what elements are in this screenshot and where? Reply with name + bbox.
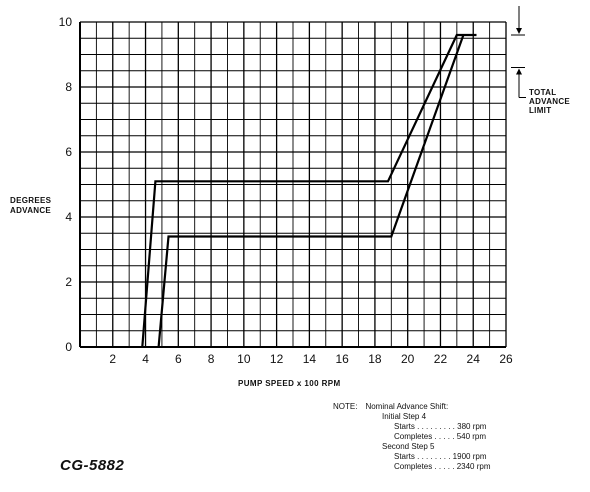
- x-tick-label: 16: [335, 352, 349, 366]
- note-step2-completes: Completes . . . . . 2340 rpm: [394, 462, 491, 471]
- limit-label-line-1: TOTAL: [529, 88, 557, 97]
- total-advance-limit-label: TOTAL ADVANCE LIMIT: [529, 88, 570, 115]
- x-tick-label: 24: [467, 352, 481, 366]
- x-tick-label: 2: [109, 352, 116, 366]
- y-tick-label: 10: [59, 15, 73, 29]
- x-tick-label: 18: [368, 352, 382, 366]
- series-line-2: [157, 34, 465, 348]
- y-axis-label: DEGREES ADVANCE: [10, 196, 80, 216]
- y-tick-label: 6: [65, 145, 72, 159]
- x-axis-label: PUMP SPEED x 100 RPM: [238, 379, 341, 388]
- note-step2: Second Step 5: [382, 442, 435, 451]
- limit-arrowhead-top: [516, 28, 522, 34]
- note-title: Nominal Advance Shift:: [365, 402, 449, 411]
- y-axis-label-line-1: DEGREES: [10, 196, 52, 205]
- note-heading: NOTE:: [333, 402, 358, 411]
- y-tick-label: 8: [65, 80, 72, 94]
- x-tick-label: 10: [237, 352, 251, 366]
- x-tick-label: 22: [434, 352, 448, 366]
- x-tick-label: 20: [401, 352, 415, 366]
- note-step1: Initial Step 4: [382, 412, 427, 421]
- axes: [79, 22, 506, 348]
- note-heading-row: NOTE: Nominal Advance Shift:: [333, 402, 448, 412]
- limit-label-line-3: LIMIT: [529, 106, 552, 115]
- y-axis-label-line-2: ADVANCE: [10, 206, 52, 215]
- note-step2-starts: Starts . . . . . . . . 1900 rpm: [394, 452, 487, 461]
- grid: [79, 21, 507, 348]
- note-step1-completes: Completes . . . . . 540 rpm: [394, 432, 487, 441]
- y-tick-label: 0: [65, 340, 72, 354]
- x-tick-label: 4: [142, 352, 149, 366]
- figure-code: CG-5882: [60, 457, 125, 474]
- y-tick-label: 2: [65, 275, 72, 289]
- y-tick-label: 4: [65, 210, 72, 224]
- x-tick-label: 12: [270, 352, 284, 366]
- x-tick-label: 6: [175, 352, 182, 366]
- note-step1-starts: Starts . . . . . . . . . 380 rpm: [394, 422, 487, 431]
- limit-label-line-2: ADVANCE: [529, 97, 571, 106]
- x-tick-label: 26: [499, 352, 513, 366]
- note-block: NOTE: Nominal Advance Shift: Initial Step…: [333, 402, 490, 472]
- total-advance-limit-marker: [511, 6, 526, 98]
- x-tick-label: 14: [303, 352, 317, 366]
- x-tick-label: 8: [208, 352, 215, 366]
- series-lines: [141, 33, 477, 348]
